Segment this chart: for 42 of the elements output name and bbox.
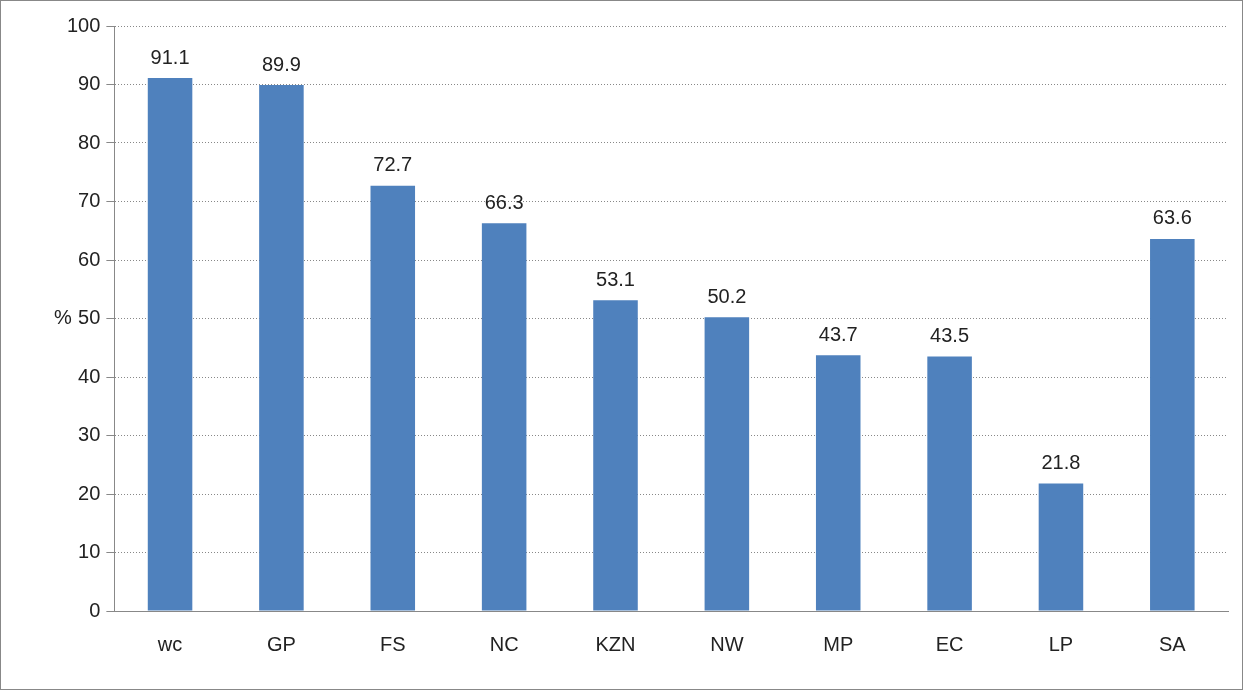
data-label: 53.1 bbox=[596, 267, 635, 290]
data-label: 43.5 bbox=[930, 324, 970, 347]
bar bbox=[147, 78, 193, 611]
bar bbox=[259, 85, 304, 611]
bar bbox=[927, 356, 972, 611]
y-tick-label: 100 bbox=[66, 13, 101, 36]
x-tick-label: FS bbox=[380, 632, 406, 655]
x-tick-label: NC bbox=[489, 632, 519, 655]
y-tick-label: 10 bbox=[78, 540, 101, 563]
bar bbox=[704, 317, 750, 611]
x-tick-label: LP bbox=[1048, 632, 1074, 655]
data-label: 43.7 bbox=[818, 322, 858, 345]
data-label: 63.6 bbox=[1152, 206, 1192, 229]
y-tick-label: 0 bbox=[89, 598, 101, 621]
bar bbox=[1038, 483, 1084, 611]
y-tick-label: 40 bbox=[78, 364, 101, 387]
bar bbox=[481, 223, 527, 611]
x-tick-label: MP bbox=[823, 632, 854, 655]
bar bbox=[1150, 238, 1195, 611]
y-tick-label: 60 bbox=[78, 247, 101, 270]
x-tick-label: GP bbox=[266, 632, 296, 655]
data-label: 91.1 bbox=[150, 45, 190, 68]
y-tick-label: 50 bbox=[78, 306, 101, 329]
y-axis-title: % bbox=[54, 306, 73, 329]
y-tick-label: 70 bbox=[78, 189, 101, 212]
y-tick-label: 20 bbox=[78, 481, 101, 504]
y-tick-label: 30 bbox=[78, 423, 101, 446]
x-tick-label: NW bbox=[710, 632, 744, 655]
y-tick-label: 90 bbox=[78, 72, 101, 95]
data-label: 21.8 bbox=[1041, 450, 1081, 473]
y-tick-label: 80 bbox=[78, 130, 101, 153]
bar bbox=[370, 185, 416, 611]
bar bbox=[593, 300, 638, 611]
data-label: 72.7 bbox=[373, 153, 413, 176]
x-tick-label: wc bbox=[156, 632, 183, 655]
x-tick-label: SA bbox=[1158, 632, 1187, 655]
data-label: 66.3 bbox=[484, 190, 524, 213]
data-label: 89.9 bbox=[261, 52, 301, 75]
data-label: 50.2 bbox=[707, 284, 747, 307]
x-tick-label: KZN bbox=[595, 632, 636, 655]
bar bbox=[815, 355, 861, 611]
x-tick-label: EC bbox=[935, 632, 964, 655]
